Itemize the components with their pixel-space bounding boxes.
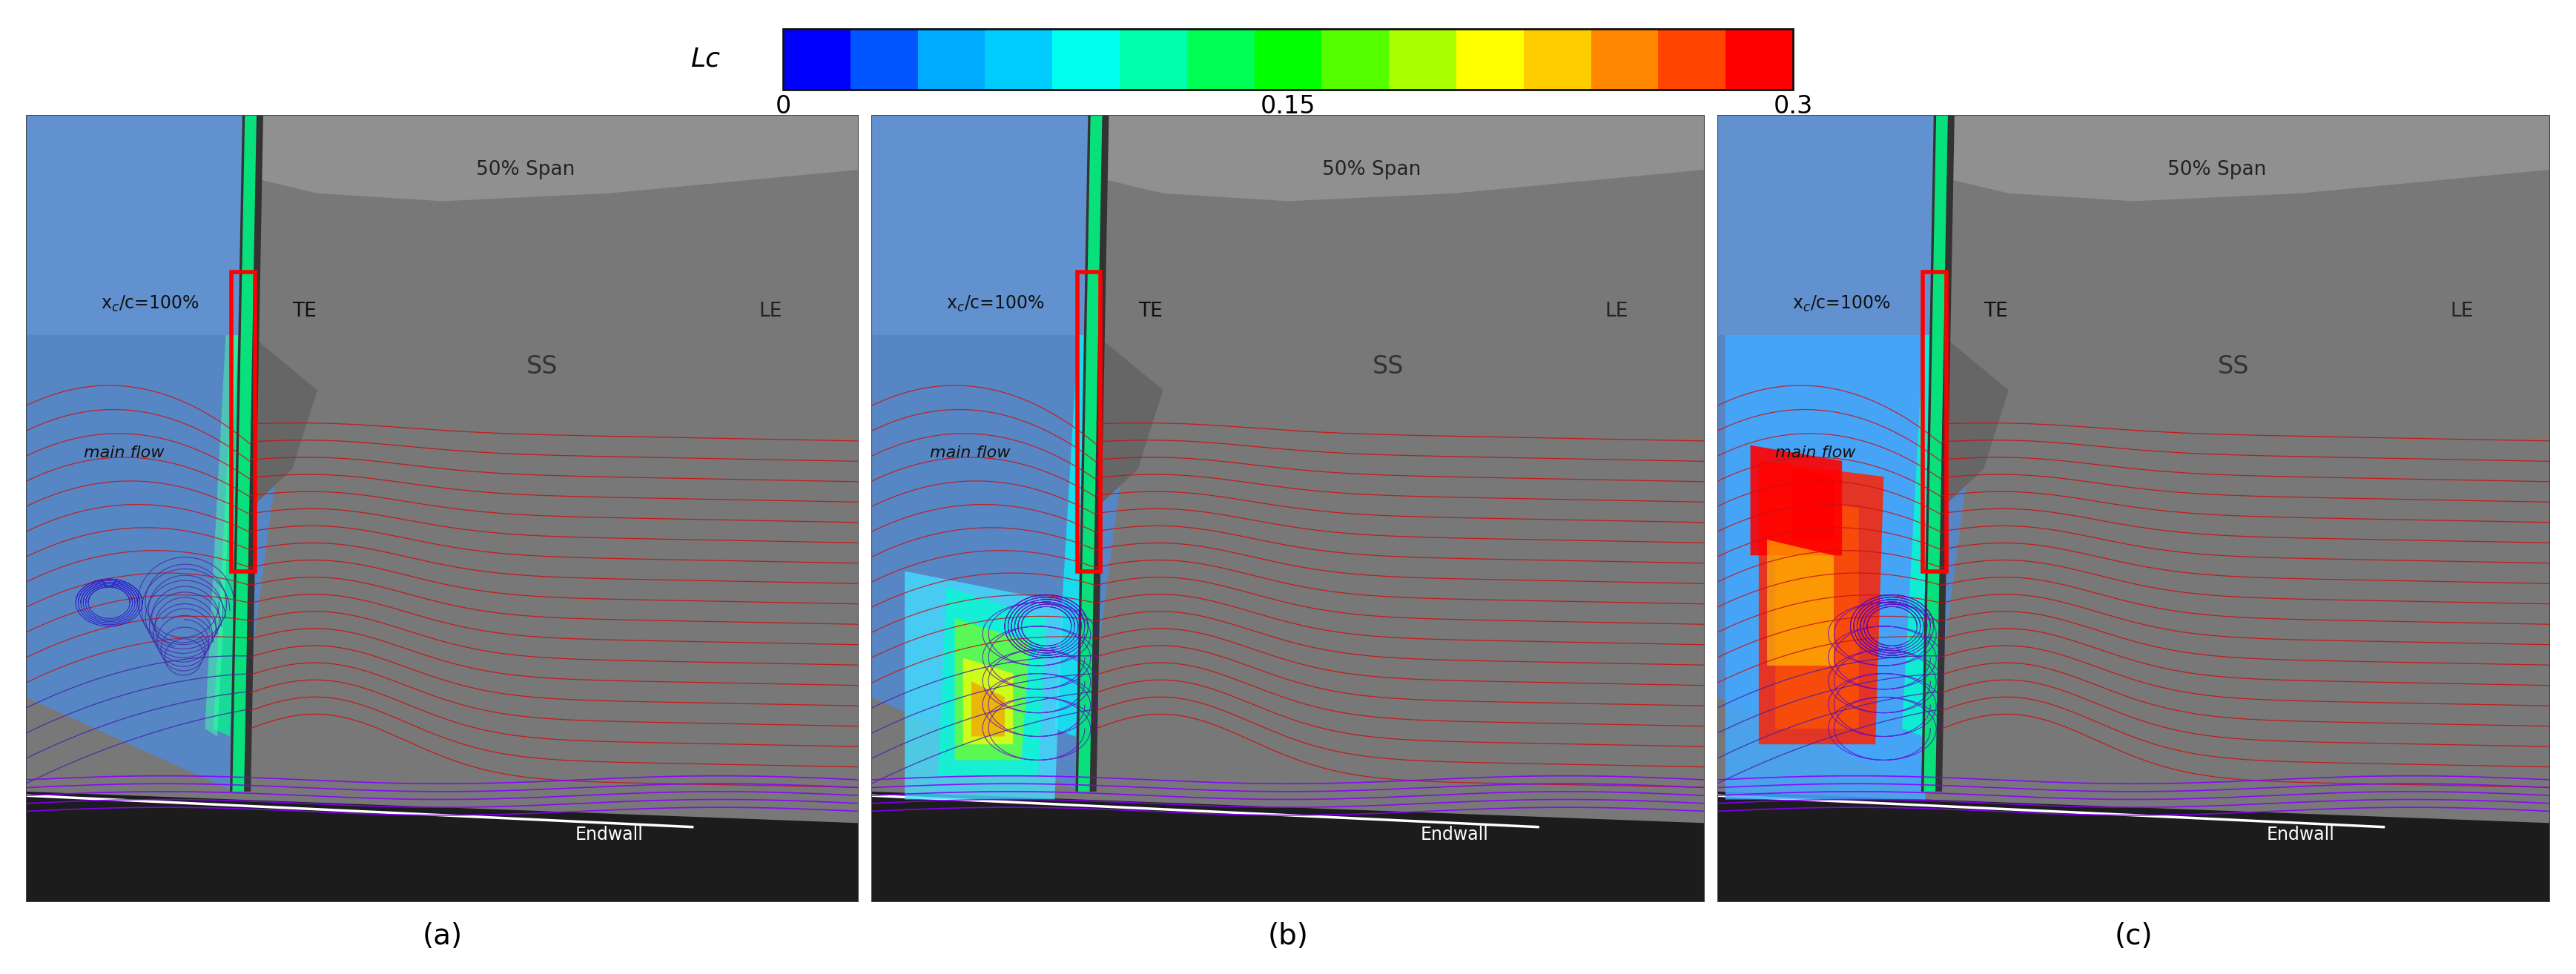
Text: x$_c$/c=100%: x$_c$/c=100%	[945, 294, 1046, 314]
Bar	[1388, 28, 1455, 90]
Bar	[1922, 272, 1947, 571]
Polygon shape	[1922, 115, 1955, 792]
Text: SS: SS	[2218, 355, 2249, 379]
Text: x$_c$/c=100%: x$_c$/c=100%	[100, 294, 198, 314]
Text: Endwall: Endwall	[1419, 826, 1489, 843]
Bar	[917, 28, 984, 90]
Text: main flow: main flow	[85, 446, 165, 461]
Polygon shape	[1942, 115, 2550, 508]
Polygon shape	[904, 571, 1064, 800]
Text: LE: LE	[1605, 302, 1628, 321]
Polygon shape	[1718, 335, 2550, 839]
Polygon shape	[1077, 115, 1103, 792]
Polygon shape	[1942, 115, 2550, 202]
Text: LE: LE	[2450, 302, 2473, 321]
Text: Endwall: Endwall	[574, 826, 644, 843]
Bar	[984, 28, 1054, 90]
Polygon shape	[1077, 115, 1108, 792]
Bar	[1121, 28, 1188, 90]
Polygon shape	[26, 335, 858, 839]
Text: Endwall: Endwall	[2267, 826, 2334, 843]
Polygon shape	[1942, 335, 2009, 508]
Text: 0.3: 0.3	[1772, 94, 1814, 119]
Polygon shape	[1097, 115, 1705, 508]
Text: TE: TE	[1139, 302, 1162, 321]
Text: 50% Span: 50% Span	[477, 160, 574, 179]
Polygon shape	[1752, 445, 1842, 555]
Text: (b): (b)	[1267, 922, 1309, 951]
Text: Lc: Lc	[690, 47, 721, 72]
Polygon shape	[1054, 335, 1097, 736]
Polygon shape	[1097, 335, 1162, 508]
Text: TE: TE	[1984, 302, 2007, 321]
Text: 0: 0	[775, 94, 791, 119]
Bar	[1592, 28, 1659, 90]
Bar	[232, 272, 255, 571]
Text: (a): (a)	[422, 922, 464, 951]
Text: SS: SS	[526, 355, 559, 379]
Bar	[1255, 28, 1321, 90]
Bar	[783, 28, 1793, 90]
Polygon shape	[956, 618, 1030, 760]
Polygon shape	[1097, 115, 1705, 202]
Text: TE: TE	[291, 302, 317, 321]
Polygon shape	[938, 587, 1046, 776]
Polygon shape	[250, 335, 317, 508]
Polygon shape	[232, 115, 258, 792]
Polygon shape	[214, 335, 250, 736]
Polygon shape	[1718, 792, 2550, 902]
Polygon shape	[250, 115, 858, 508]
Bar	[1726, 28, 1793, 90]
Bar	[850, 28, 917, 90]
Polygon shape	[1901, 335, 1945, 736]
Polygon shape	[26, 115, 291, 792]
Polygon shape	[1924, 115, 1947, 792]
Polygon shape	[871, 335, 1705, 839]
Bar	[1054, 28, 1121, 90]
Polygon shape	[1718, 115, 1984, 792]
Polygon shape	[871, 115, 1139, 792]
Text: 50% Span: 50% Span	[2166, 160, 2267, 179]
Bar	[1455, 28, 1522, 90]
Polygon shape	[26, 792, 858, 902]
Polygon shape	[871, 792, 1705, 902]
Text: main flow: main flow	[1775, 446, 1855, 461]
Text: 0.15: 0.15	[1260, 94, 1316, 119]
Text: (c): (c)	[2115, 922, 2154, 951]
Bar	[1522, 28, 1592, 90]
Polygon shape	[229, 115, 263, 792]
Text: LE: LE	[760, 302, 783, 321]
Text: x$_c$/c=100%: x$_c$/c=100%	[1793, 294, 1891, 314]
Polygon shape	[1775, 493, 1860, 729]
Bar	[1188, 28, 1255, 90]
Text: 50% Span: 50% Span	[1321, 160, 1422, 179]
Text: main flow: main flow	[930, 446, 1010, 461]
Text: SS: SS	[1373, 355, 1404, 379]
Polygon shape	[206, 335, 237, 736]
Bar	[1321, 28, 1388, 90]
Bar	[783, 28, 850, 90]
Polygon shape	[250, 115, 858, 202]
Bar	[1077, 272, 1100, 571]
Polygon shape	[1726, 335, 1935, 800]
Polygon shape	[1767, 540, 1834, 665]
Polygon shape	[971, 682, 1005, 736]
Polygon shape	[1759, 461, 1883, 744]
Polygon shape	[1793, 468, 1834, 540]
Polygon shape	[963, 657, 1012, 744]
Bar	[1659, 28, 1726, 90]
